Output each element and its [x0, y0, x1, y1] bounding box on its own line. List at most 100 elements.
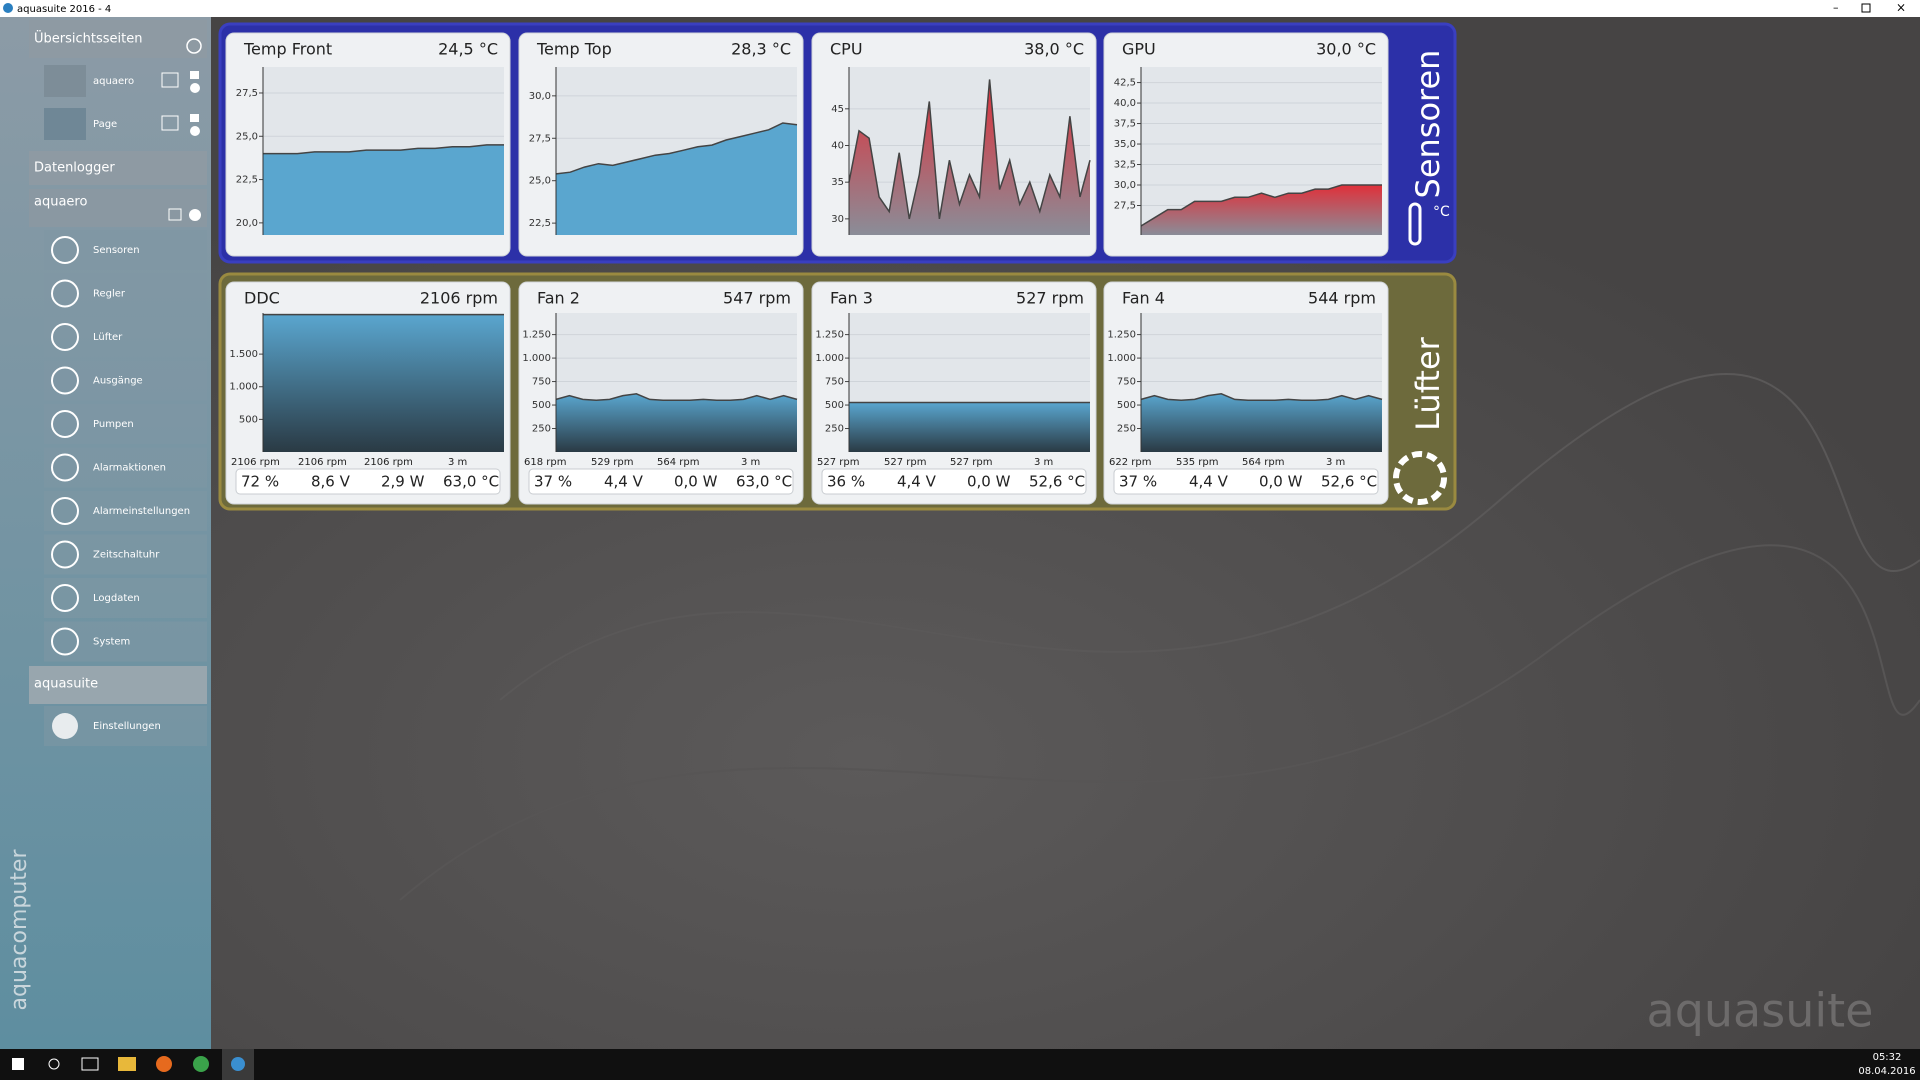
panel-title: GPU [1122, 40, 1156, 59]
minimize-button[interactable]: – [1833, 1, 1839, 14]
panel-reading: 2106 rpm [420, 289, 498, 308]
page-open-icon[interactable] [161, 115, 179, 131]
y-tick-label: 30,0 [529, 91, 551, 102]
app-icon [3, 3, 13, 13]
y-tick-label: 1.000 [815, 353, 844, 364]
overview-header[interactable] [29, 20, 207, 58]
stat-label: 618 rpm [524, 457, 566, 468]
menu-item[interactable] [44, 360, 207, 401]
area-fill [1141, 185, 1382, 235]
task-view-button[interactable] [81, 1057, 99, 1071]
stat-label: 564 rpm [657, 457, 699, 468]
menu-item[interactable] [44, 317, 207, 357]
close-button[interactable]: × [1896, 1, 1906, 15]
suite-label: aquasuite [34, 677, 98, 692]
footer-value: 52,6 °C [1321, 473, 1377, 491]
explorer-icon[interactable] [118, 1057, 136, 1071]
search-button[interactable] [48, 1058, 60, 1070]
y-tick-label: 27,5 [1114, 200, 1136, 211]
menu-label: Regler [93, 289, 126, 300]
chrome-icon[interactable] [193, 1056, 209, 1072]
stat-label: 3 m [741, 457, 760, 468]
fan-icon [1393, 451, 1447, 505]
add-page-button[interactable] [186, 38, 202, 54]
y-tick-label: 500 [1117, 400, 1136, 411]
overview-header-label: Übersichtsseiten [34, 30, 142, 47]
footer-box [821, 468, 1087, 495]
page-lock-icon[interactable] [190, 114, 199, 122]
menu-label: Ausgänge [93, 376, 143, 387]
page-label[interactable]: aquaero [93, 76, 134, 87]
device-save-icon[interactable] [168, 208, 182, 221]
datalogger-button[interactable] [29, 151, 207, 185]
y-tick-label: 1.250 [522, 330, 551, 341]
panel-reading: 24,5 °C [438, 40, 498, 59]
y-tick-label: 25,0 [529, 176, 551, 187]
menu-label: System [93, 637, 130, 648]
device-settings-icon[interactable] [189, 209, 201, 221]
footer-value: 63,0 °C [736, 473, 792, 491]
menu-item[interactable] [44, 447, 207, 488]
page-lock-icon[interactable] [190, 71, 199, 79]
device-header[interactable] [29, 189, 207, 227]
y-tick-label: 40 [831, 140, 844, 151]
y-tick-label: 500 [239, 414, 258, 425]
y-tick-label: 1.000 [229, 382, 258, 393]
menu-item[interactable] [44, 230, 207, 270]
page-settings-icon[interactable] [190, 83, 200, 93]
y-tick-label: 1.250 [1107, 330, 1136, 341]
stat-label: 3 m [448, 457, 467, 468]
page-settings-icon[interactable] [190, 126, 200, 136]
panel-title: Temp Top [536, 40, 612, 59]
clock-time: 05:32 [1873, 1052, 1902, 1063]
footer-value: 36 % [827, 473, 865, 491]
background-curve [399, 544, 1920, 901]
menu-item[interactable] [44, 621, 207, 662]
page-thumbnail [44, 65, 86, 97]
footer-value: 2,9 W [381, 473, 425, 491]
menu-icon [51, 584, 79, 612]
panel-title: Fan 4 [1122, 289, 1165, 308]
firefox-icon[interactable] [156, 1056, 172, 1072]
panel-title: DDC [244, 289, 280, 308]
menu-item[interactable] [44, 404, 207, 444]
panel-title: CPU [830, 40, 863, 59]
area-fill [263, 314, 504, 452]
menu-item[interactable] [44, 491, 207, 531]
menu-icon [51, 453, 79, 482]
footer-box [528, 468, 794, 495]
footer-value: 72 % [241, 473, 279, 491]
page-open-icon[interactable] [161, 72, 179, 88]
group-label: Lüfter [1409, 336, 1447, 430]
datalogger-label: Datenlogger [34, 161, 115, 176]
area-fill [1141, 393, 1382, 452]
start-button[interactable] [12, 1058, 24, 1070]
series-line [1140, 393, 1383, 402]
footer-value: 4,4 V [604, 473, 644, 491]
area-fill [556, 393, 797, 452]
y-tick-label: 250 [532, 424, 551, 435]
footer-value: 37 % [534, 473, 572, 491]
y-tick-label: 35 [831, 177, 844, 188]
footer-value: 4,4 V [897, 473, 937, 491]
group-unit: °C [1433, 204, 1450, 220]
menu-label: Alarmeinstellungen [93, 506, 190, 517]
page-label[interactable]: Page [93, 119, 117, 130]
menu-icon [51, 323, 79, 351]
stat-label: 3 m [1326, 457, 1345, 468]
y-tick-label: 250 [1117, 424, 1136, 435]
y-tick-label: 45 [831, 104, 844, 115]
suite-header[interactable] [29, 666, 207, 704]
restore-button[interactable] [1861, 3, 1871, 13]
menu-item[interactable] [44, 534, 207, 575]
menu-item[interactable] [44, 273, 207, 314]
menu-label: Zeitschaltuhr [93, 550, 160, 561]
area-fill [556, 123, 797, 235]
watermark: aquasuite [1647, 984, 1874, 1038]
menu-icon [51, 497, 79, 525]
menu-item[interactable] [44, 578, 207, 618]
y-tick-label: 32,5 [1114, 160, 1136, 171]
y-tick-label: 37,5 [1114, 119, 1136, 130]
menu-icon [51, 627, 79, 656]
stat-label: 529 rpm [591, 457, 633, 468]
